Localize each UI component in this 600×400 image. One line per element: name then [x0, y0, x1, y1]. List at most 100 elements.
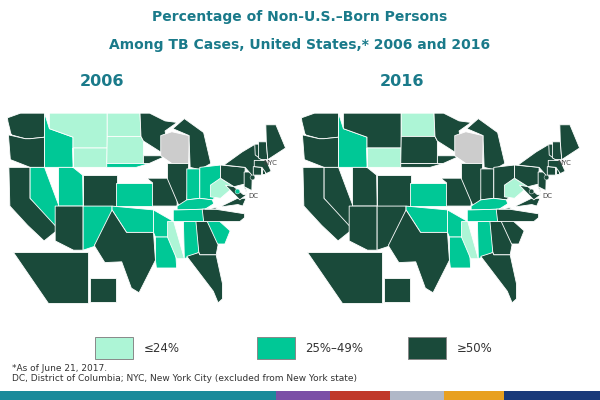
Polygon shape	[173, 118, 211, 170]
Polygon shape	[167, 164, 188, 206]
Polygon shape	[307, 252, 382, 303]
Polygon shape	[461, 164, 482, 206]
Polygon shape	[410, 183, 446, 206]
Bar	[408, 337, 446, 359]
Polygon shape	[467, 209, 509, 222]
Polygon shape	[83, 175, 117, 206]
Polygon shape	[266, 125, 286, 160]
Bar	[504, 391, 600, 400]
Polygon shape	[7, 113, 44, 139]
Bar	[95, 337, 133, 359]
Polygon shape	[481, 169, 494, 200]
Polygon shape	[184, 222, 199, 259]
Polygon shape	[500, 220, 524, 244]
Polygon shape	[155, 237, 176, 268]
Polygon shape	[401, 136, 437, 164]
Text: ≤24%: ≤24%	[143, 342, 179, 354]
Text: *As of June 21, 2017.: *As of June 21, 2017.	[12, 364, 107, 373]
Polygon shape	[461, 222, 478, 259]
Polygon shape	[401, 113, 435, 136]
Polygon shape	[377, 206, 406, 250]
Polygon shape	[196, 222, 218, 255]
Polygon shape	[303, 167, 353, 241]
Polygon shape	[259, 142, 268, 160]
Polygon shape	[494, 165, 515, 200]
Polygon shape	[224, 144, 262, 177]
Bar	[257, 337, 295, 359]
Polygon shape	[9, 167, 59, 241]
Text: ≥50%: ≥50%	[457, 342, 493, 354]
Polygon shape	[441, 178, 471, 210]
Polygon shape	[481, 252, 517, 303]
Polygon shape	[107, 136, 143, 164]
Polygon shape	[518, 144, 556, 177]
Bar	[0, 391, 276, 400]
Polygon shape	[560, 125, 580, 160]
Bar	[330, 391, 390, 400]
Polygon shape	[467, 118, 505, 170]
Text: Percentage of Non-U.S.–Born Persons: Percentage of Non-U.S.–Born Persons	[152, 10, 448, 24]
Polygon shape	[116, 183, 152, 206]
Polygon shape	[353, 148, 377, 206]
Polygon shape	[520, 185, 541, 200]
Polygon shape	[471, 198, 508, 210]
Polygon shape	[143, 156, 167, 164]
Polygon shape	[349, 206, 377, 250]
Polygon shape	[262, 167, 265, 174]
Polygon shape	[548, 160, 565, 174]
Polygon shape	[377, 175, 411, 206]
Polygon shape	[73, 148, 107, 167]
Polygon shape	[13, 252, 88, 303]
Text: NYC: NYC	[263, 160, 277, 166]
Polygon shape	[200, 165, 221, 200]
Polygon shape	[547, 166, 556, 175]
Text: 2006: 2006	[80, 74, 124, 89]
Polygon shape	[8, 135, 44, 167]
Bar	[390, 391, 444, 400]
Polygon shape	[384, 278, 410, 302]
Polygon shape	[147, 178, 177, 210]
Polygon shape	[49, 113, 107, 148]
Polygon shape	[449, 237, 470, 268]
Polygon shape	[338, 113, 367, 167]
Bar	[276, 391, 330, 400]
Text: 2016: 2016	[380, 74, 424, 89]
Polygon shape	[496, 209, 539, 222]
Polygon shape	[90, 278, 116, 302]
Polygon shape	[95, 210, 155, 293]
Polygon shape	[302, 135, 338, 167]
Polygon shape	[553, 142, 562, 160]
Text: 25%–49%: 25%–49%	[305, 342, 364, 354]
Polygon shape	[437, 156, 461, 164]
Polygon shape	[206, 220, 230, 244]
Polygon shape	[455, 132, 483, 164]
Text: DC, District of Columbia; NYC, New York City (excluded from New York state): DC, District of Columbia; NYC, New York …	[12, 374, 357, 383]
Polygon shape	[324, 167, 353, 229]
Polygon shape	[30, 167, 59, 229]
Polygon shape	[343, 113, 401, 148]
Polygon shape	[549, 144, 556, 160]
Polygon shape	[406, 206, 448, 232]
Text: NYC: NYC	[557, 160, 571, 166]
Polygon shape	[211, 178, 234, 198]
Polygon shape	[401, 164, 443, 167]
Polygon shape	[202, 209, 245, 222]
Polygon shape	[448, 210, 469, 237]
Polygon shape	[59, 148, 83, 206]
Polygon shape	[255, 144, 262, 160]
Polygon shape	[243, 184, 247, 194]
Polygon shape	[177, 198, 214, 210]
Polygon shape	[505, 178, 528, 198]
Polygon shape	[173, 209, 215, 222]
Polygon shape	[154, 210, 175, 237]
Polygon shape	[161, 132, 189, 164]
Text: DC: DC	[542, 194, 553, 200]
Polygon shape	[226, 185, 247, 200]
Polygon shape	[537, 184, 541, 194]
Polygon shape	[187, 169, 200, 200]
Polygon shape	[83, 206, 112, 250]
Polygon shape	[140, 113, 177, 156]
Polygon shape	[389, 210, 449, 293]
Polygon shape	[107, 113, 141, 136]
Polygon shape	[187, 252, 223, 303]
